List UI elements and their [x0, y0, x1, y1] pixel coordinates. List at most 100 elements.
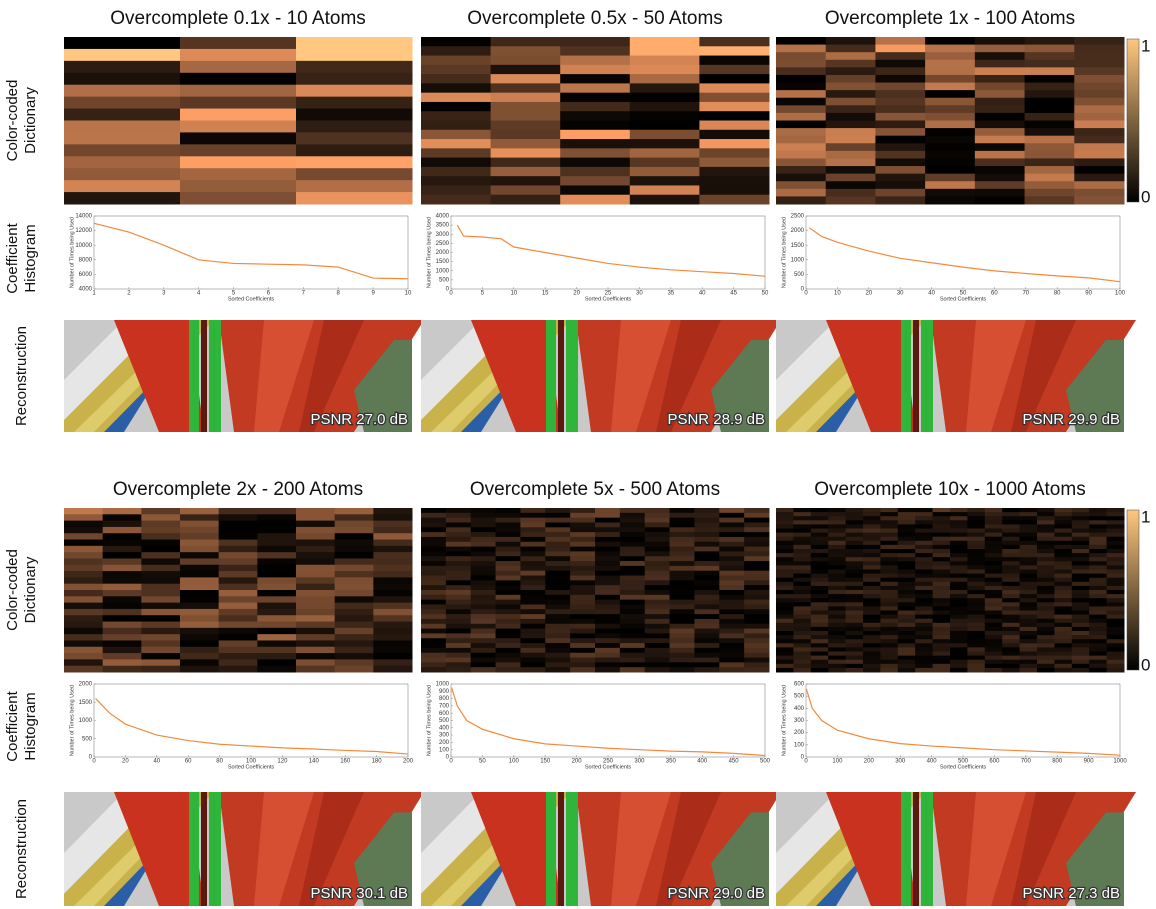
dictionary-cell — [335, 640, 374, 647]
dictionary-cell — [1072, 652, 1090, 657]
x-tick-label: 20 — [122, 759, 129, 765]
dictionary-cell — [1037, 549, 1055, 554]
dictionary-cell — [257, 640, 296, 647]
dictionary-cell — [219, 540, 258, 547]
dictionary-cell — [1020, 639, 1038, 644]
psnr-label: PSNR 29.0 dB — [667, 885, 765, 902]
dictionary-cell — [520, 614, 545, 619]
dictionary-cell — [793, 561, 811, 566]
dictionary-cell — [520, 522, 545, 527]
dictionary-cell — [545, 527, 570, 532]
row-label: Reconstruction — [13, 799, 30, 899]
dictionary-cell — [1037, 619, 1055, 624]
dictionary-cell — [64, 61, 181, 73]
dictionary-cell — [421, 542, 446, 547]
dictionary-cell — [296, 97, 413, 109]
dictionary-cell — [915, 512, 933, 517]
dictionary-cell — [1107, 623, 1125, 628]
dictionary-cell — [744, 542, 769, 547]
dictionary-cell — [776, 639, 794, 644]
dictionary-cell — [421, 46, 491, 56]
dictionary-cell — [846, 549, 864, 554]
dictionary-cell — [1037, 561, 1055, 566]
dictionary-cell — [446, 590, 471, 595]
dictionary-cell — [1089, 656, 1107, 661]
dictionary-cell — [719, 648, 744, 653]
dictionary-cell — [296, 540, 335, 547]
dictionary-cell — [180, 603, 219, 610]
dictionary-cell — [1107, 639, 1125, 644]
dictionary-cell — [776, 643, 794, 648]
dictionary-cell — [373, 533, 412, 540]
dictionary-cell — [1054, 549, 1072, 554]
dictionary-cell — [1054, 570, 1072, 575]
dictionary-cell — [1089, 565, 1107, 570]
psnr-label: PSNR 27.0 dB — [310, 411, 408, 428]
dictionary-cell — [719, 542, 744, 547]
colorbar — [1127, 39, 1139, 202]
x-tick-label: 5 — [481, 291, 485, 297]
dictionary-cell — [219, 584, 258, 591]
dictionary-cell — [694, 624, 719, 629]
dictionary-cell — [520, 633, 545, 638]
dictionary-cell — [776, 615, 794, 620]
dictionary-cell — [421, 566, 446, 571]
dictionary-cell — [1107, 561, 1125, 566]
dictionary-cell — [898, 623, 916, 628]
dictionary-cell — [64, 596, 103, 603]
dictionary-cell — [694, 667, 719, 672]
dictionary-cell — [630, 185, 700, 195]
panel-title: Overcomplete 2x - 200 Atoms — [113, 479, 363, 500]
dictionary-cell — [421, 83, 491, 93]
dictionary-cell — [630, 148, 700, 158]
dictionary-cell — [1002, 574, 1020, 579]
dictionary-cell — [719, 619, 744, 624]
dictionary-cell — [719, 638, 744, 643]
dictionary-cell — [933, 561, 951, 566]
dictionary-cell — [898, 512, 916, 517]
dictionary-cell — [846, 565, 864, 570]
dictionary-cell — [776, 647, 794, 652]
figure: Color-codedDictionaryCoefficientHistogra… — [0, 0, 1156, 909]
dictionary-cell — [811, 590, 829, 595]
dictionary-cell — [545, 653, 570, 658]
dictionary-cell — [1002, 586, 1020, 591]
dictionary-cell — [694, 643, 719, 648]
dictionary-cell — [1089, 533, 1107, 538]
dictionary-cell — [744, 604, 769, 609]
dictionary-cell — [421, 74, 491, 84]
dictionary-cell — [620, 580, 645, 585]
dictionary-cell — [335, 577, 374, 584]
dictionary-cell — [828, 541, 846, 546]
dictionary-cell — [1072, 533, 1090, 538]
dictionary-cell — [1107, 545, 1125, 550]
dictionary-cell — [776, 143, 826, 151]
dictionary-cell — [180, 85, 297, 97]
dictionary-cell — [620, 600, 645, 605]
plot-area — [94, 216, 408, 289]
dictionary-cell — [257, 508, 296, 515]
dictionary-cell — [296, 577, 335, 584]
dictionary-cell — [915, 606, 933, 611]
dictionary-cell — [846, 631, 864, 636]
dictionary-cell — [446, 633, 471, 638]
dictionary-cell — [915, 553, 933, 558]
dictionary-cell — [744, 522, 769, 527]
dictionary-cell — [1020, 623, 1038, 628]
dictionary-cell — [471, 547, 496, 552]
dictionary-cell — [335, 571, 374, 578]
dictionary-cell — [811, 627, 829, 632]
dictionary-cell — [496, 561, 521, 566]
dictionary-cell — [846, 602, 864, 607]
dictionary-cell — [694, 658, 719, 663]
plot-area — [451, 216, 765, 289]
dictionary-cell — [985, 574, 1003, 579]
dictionary-cell — [670, 648, 695, 653]
dictionary-cell — [846, 570, 864, 575]
dictionary-cell — [595, 600, 620, 605]
dictionary-cell — [846, 516, 864, 521]
dictionary-cell — [1020, 561, 1038, 566]
dictionary-cell — [1072, 639, 1090, 644]
dictionary-cell — [776, 516, 794, 521]
dictionary-cell — [1054, 643, 1072, 648]
